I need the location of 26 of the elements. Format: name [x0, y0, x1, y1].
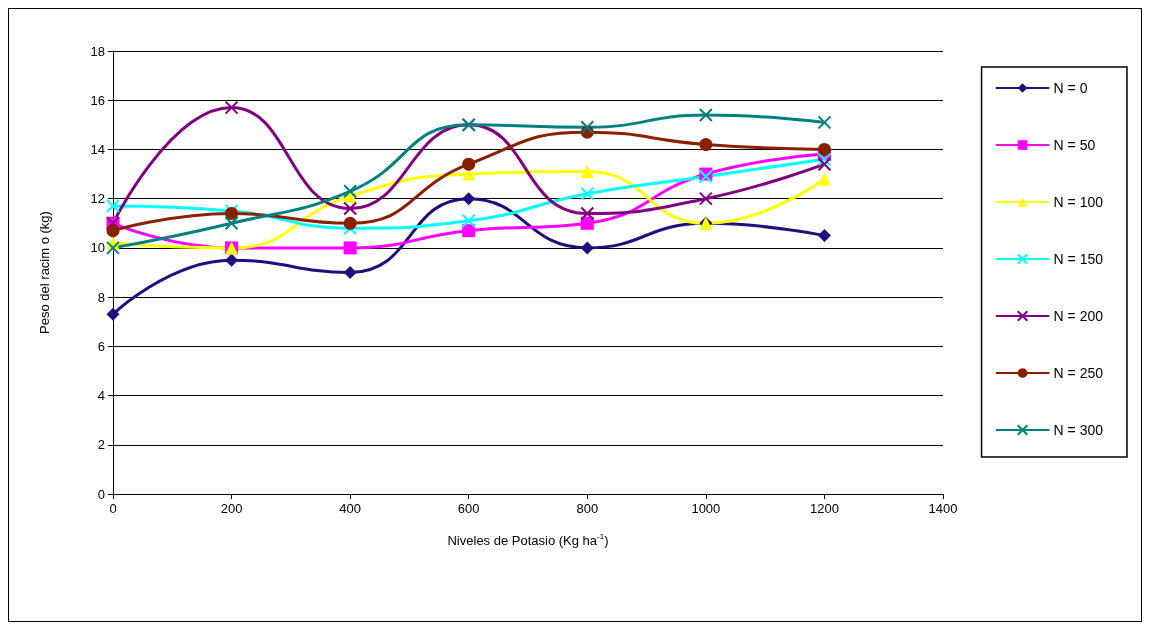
y-tick-label: 8	[97, 289, 105, 305]
legend-label: N = 100	[1053, 194, 1104, 210]
x-tick-label: 1000	[691, 501, 721, 516]
legend-label: N = 0	[1053, 80, 1088, 96]
legend-label: N = 250	[1053, 365, 1104, 381]
x-tick-label: 600	[457, 501, 480, 516]
x-tick-label: 1400	[928, 501, 958, 516]
x-tick-label: 0	[109, 501, 117, 516]
x-tick-label: 1200	[809, 501, 839, 516]
x-tick-label: 200	[220, 501, 243, 516]
y-tick-label: 18	[90, 43, 105, 59]
y-tick-label: 12	[90, 191, 105, 207]
legend-label: N = 200	[1053, 308, 1104, 324]
y-tick-label: 0	[97, 486, 105, 502]
y-tick-label: 6	[97, 338, 105, 354]
y-tick-label: 2	[97, 437, 105, 453]
x-tick-label: 800	[576, 501, 599, 516]
legend-label: N = 300	[1053, 422, 1104, 438]
y-tick-label: 4	[97, 388, 105, 404]
y-axis-title: Peso del racim o (kg)	[37, 211, 52, 334]
y-tick-label: 10	[90, 240, 105, 256]
y-tick-label: 16	[90, 92, 105, 108]
y-tick-label: 14	[90, 141, 105, 157]
legend-label: N = 150	[1053, 251, 1104, 267]
x-tick-label: 400	[339, 501, 361, 516]
legend-label: N = 50	[1053, 137, 1096, 153]
